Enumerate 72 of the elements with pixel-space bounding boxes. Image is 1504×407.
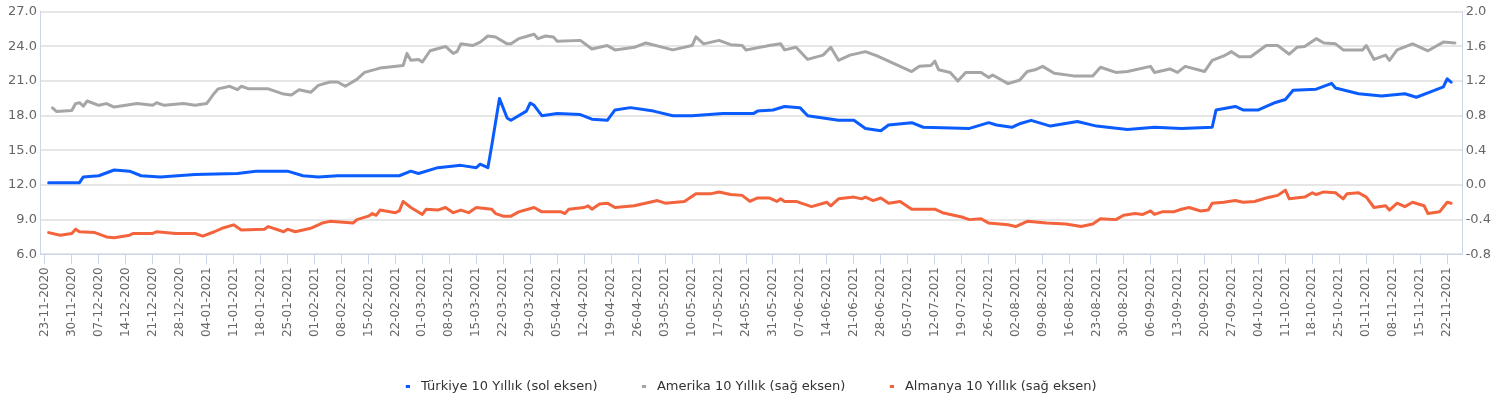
x-tick-label: 14-12-2020 <box>117 267 132 338</box>
x-tick-label: 05-07-2021 <box>899 267 914 338</box>
y-tick-label: 24.0 <box>7 37 37 53</box>
x-tick-label: 01-03-2021 <box>414 267 429 338</box>
y-tick-label: 12.0 <box>7 176 37 192</box>
x-tick-label: 05-04-2021 <box>549 267 564 338</box>
legend-label: Almanya 10 Yıllık (sağ eksen) <box>904 377 1097 393</box>
legend-label: Amerika 10 Yıllık (sağ eksen) <box>656 377 846 393</box>
y-tick-label: 18.0 <box>7 107 37 123</box>
x-tick-label: 21-06-2021 <box>846 267 861 338</box>
y-tick-label: 9.0 <box>16 211 37 226</box>
x-tick-label: 10-05-2021 <box>684 267 699 338</box>
x-tick-label: 26-07-2021 <box>980 267 995 338</box>
x-tick-label: 15-02-2021 <box>360 267 375 338</box>
x-tick-label: 25-01-2021 <box>279 267 294 338</box>
x-tick-label: 18-10-2021 <box>1304 267 1319 338</box>
y2-tick-label: -0.4 <box>1465 211 1492 226</box>
x-tick-label: 28-06-2021 <box>872 267 887 338</box>
x-tick-label: 13-09-2021 <box>1169 267 1184 338</box>
x-tick-label: 19-04-2021 <box>603 267 618 338</box>
x-tick-label: 22-03-2021 <box>495 267 510 338</box>
x-tick-label: 30-11-2020 <box>63 267 78 338</box>
x-tick-label: 16-08-2021 <box>1061 267 1076 338</box>
y-tick-label: 27.0 <box>7 3 37 19</box>
x-tick-label: 24-05-2021 <box>738 267 753 338</box>
y2-tick-label: 1.2 <box>1465 72 1487 88</box>
x-tick-label: 08-03-2021 <box>441 267 456 338</box>
x-tick-label: 11-10-2021 <box>1277 267 1292 338</box>
x-tick-label: 06-09-2021 <box>1142 267 1157 338</box>
x-tick-label: 09-08-2021 <box>1034 267 1049 338</box>
x-tick-label: 20-09-2021 <box>1196 267 1211 338</box>
y2-tick-label: -0.8 <box>1465 245 1492 261</box>
x-tick-label: 26-04-2021 <box>630 267 645 338</box>
x-tick-label: 04-01-2021 <box>198 267 213 338</box>
x-tick-label: 11-01-2021 <box>225 267 240 338</box>
x-tick-label: 31-05-2021 <box>765 267 780 338</box>
x-tick-label: 23-08-2021 <box>1088 267 1103 338</box>
x-tick-label: 22-11-2021 <box>1439 267 1454 338</box>
y-tick-label: 21.0 <box>7 72 37 88</box>
x-tick-label: 04-10-2021 <box>1250 267 1265 338</box>
x-tick-label: 29-03-2021 <box>522 267 537 338</box>
x-tick-label: 08-02-2021 <box>333 267 348 338</box>
x-tick-label: 18-01-2021 <box>252 267 267 338</box>
y-tick-label: 15.0 <box>7 141 37 157</box>
x-tick-label: 27-09-2021 <box>1223 267 1238 338</box>
x-tick-label: 19-07-2021 <box>953 267 968 338</box>
x-tick-label: 15-11-2021 <box>1412 267 1427 338</box>
x-tick-label: 25-10-2021 <box>1331 267 1346 338</box>
x-tick-label: 07-12-2020 <box>90 267 105 338</box>
x-tick-label: 02-08-2021 <box>1007 267 1022 338</box>
x-tick-label: 23-11-2020 <box>36 267 51 338</box>
x-tick-label: 28-12-2020 <box>171 267 186 338</box>
x-tick-label: 12-04-2021 <box>576 267 591 338</box>
x-tick-label: 01-11-2021 <box>1358 267 1373 338</box>
x-tick-label: 01-02-2021 <box>306 267 321 338</box>
x-tick-label: 15-03-2021 <box>468 267 483 338</box>
y-tick-label: 6.0 <box>16 245 37 261</box>
x-tick-label: 21-12-2020 <box>144 267 159 338</box>
x-tick-label: 03-05-2021 <box>657 267 672 338</box>
y2-tick-label: 0.4 <box>1465 141 1487 157</box>
legend-label: Türkiye 10 Yıllık (sol eksen) <box>419 377 598 393</box>
x-tick-label: 14-06-2021 <box>819 267 834 338</box>
x-tick-label: 30-08-2021 <box>1115 267 1130 338</box>
x-tick-label: 17-05-2021 <box>711 267 726 338</box>
x-tick-label: 12-07-2021 <box>926 267 941 338</box>
y2-tick-label: 1.6 <box>1465 37 1487 53</box>
x-tick-label: 07-06-2021 <box>792 267 807 338</box>
y2-tick-label: 2.0 <box>1465 3 1487 19</box>
x-tick-label: 08-11-2021 <box>1385 267 1400 338</box>
x-tick-label: 22-02-2021 <box>387 267 402 338</box>
y2-tick-label: 0.0 <box>1465 176 1487 192</box>
y2-tick-label: 0.8 <box>1465 107 1487 123</box>
